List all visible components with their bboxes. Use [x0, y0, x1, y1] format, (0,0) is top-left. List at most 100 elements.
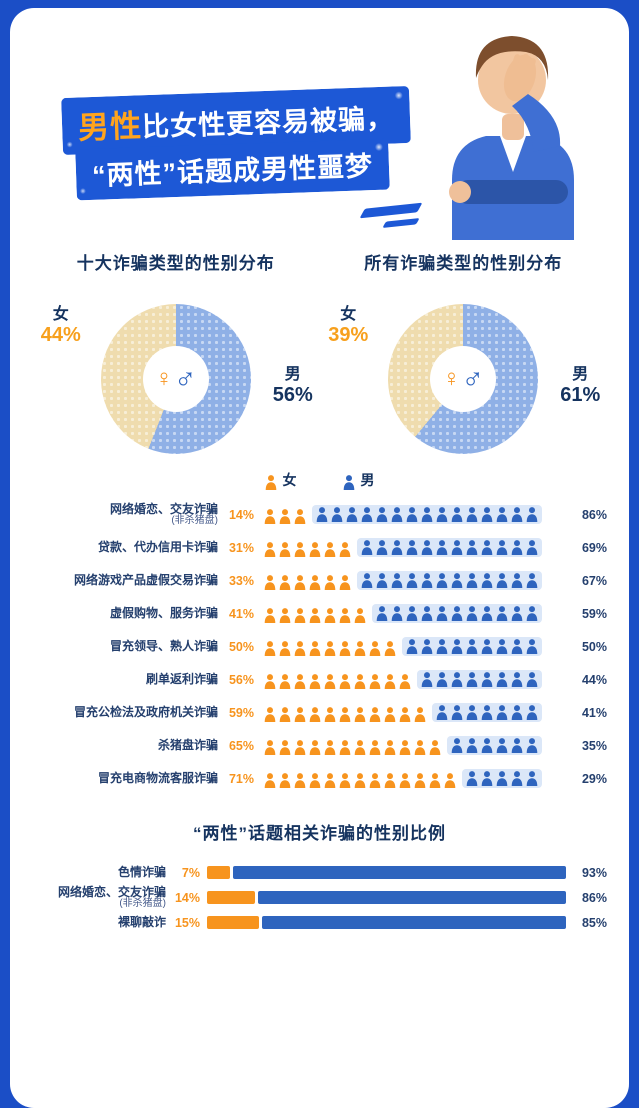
person-icon: [414, 740, 426, 755]
person-icon: [354, 641, 366, 656]
legend-female: 女: [265, 470, 297, 490]
male-pct: 41%: [581, 705, 607, 720]
person-icon: [309, 740, 321, 755]
person-icon: [451, 639, 463, 654]
male-pct: 50%: [581, 639, 607, 654]
person-icon: [294, 608, 306, 623]
row-label: 网络婚恋、交友诈骗 (非杀猪盘): [32, 502, 218, 527]
legend-female-label: 女: [282, 472, 297, 488]
male-pct: 44%: [581, 672, 607, 687]
female-pct: 71%: [228, 771, 254, 786]
female-pct: 41%: [228, 606, 254, 621]
person-icon: [264, 608, 276, 623]
person-icon: [354, 674, 366, 689]
person-icon: [406, 507, 418, 522]
female-pct: 50%: [228, 639, 254, 654]
male-bar: [262, 916, 566, 929]
person-icon: [421, 672, 433, 687]
person-icon: [369, 674, 381, 689]
person-icon: [309, 707, 321, 722]
person-icon: [369, 773, 381, 788]
female-pct: 59%: [228, 705, 254, 720]
person-icon: [406, 540, 418, 555]
person-icon: [264, 773, 276, 788]
male-symbol-icon: ♂: [461, 362, 485, 395]
pictogram-row: 冒充公检法及政府机关诈骗 59% 41%: [32, 696, 607, 729]
person-icon: [466, 573, 478, 588]
person-icon: [526, 771, 538, 786]
person-icon: [384, 773, 396, 788]
legend-male: 男: [343, 470, 375, 490]
person-icon: [466, 672, 478, 687]
person-icon: [331, 507, 343, 522]
male-pct: 69%: [581, 540, 607, 555]
person-icon: [466, 540, 478, 555]
person-icon: [526, 672, 538, 687]
person-icon: [376, 573, 388, 588]
male-pct: 86%: [581, 890, 607, 905]
person-icon: [391, 606, 403, 621]
person-icon: [481, 540, 493, 555]
person-icon: [451, 540, 463, 555]
person-icon: [421, 540, 433, 555]
male-slice-label: 男 56%: [272, 366, 313, 407]
person-icon: [511, 573, 523, 588]
bar-area: [207, 891, 567, 904]
person-icon: [279, 608, 291, 623]
person-icon: [376, 507, 388, 522]
row-label: 裸聊敲诈: [117, 915, 166, 930]
pie-wrap-left: ♀ ♂ 女 44% 男 56%: [41, 304, 313, 454]
person-icon: [294, 509, 306, 524]
person-icon: [324, 674, 336, 689]
person-icon: [496, 507, 508, 522]
person-icon: [406, 606, 418, 621]
pictogram-row: 刷单返利诈骗 56% 44%: [32, 663, 607, 696]
person-icon: [324, 773, 336, 788]
person-icon: [391, 507, 403, 522]
infographic-card: 男性比女性更容易被骗， “两性”话题成男性噩梦: [10, 8, 629, 1108]
pie-column-right: 所有诈骗类型的性别分布 ♀ ♂ 女 39% 男 61%: [320, 249, 608, 454]
person-icon: [361, 573, 373, 588]
person-icon: [309, 575, 321, 590]
person-icon: [481, 705, 493, 720]
female-slice-label: 女 44%: [40, 306, 81, 347]
female-pct: 56%: [228, 672, 254, 687]
person-icon: [466, 639, 478, 654]
person-icon: [309, 542, 321, 557]
person-icon: [496, 540, 508, 555]
pie-wrap-right: ♀ ♂ 女 39% 男 61%: [328, 304, 600, 454]
row-label: 刷单返利诈骗: [145, 672, 218, 687]
person-icon: [481, 606, 493, 621]
row-label: 网络婚恋、交友诈骗 (非杀猪盘): [32, 886, 166, 909]
person-icon: [354, 707, 366, 722]
person-icon: [264, 542, 276, 557]
female-bar: [207, 891, 256, 904]
pictogram-row: 冒充电商物流客服诈骗 71% 29%: [32, 762, 607, 795]
male-icon-group: [402, 637, 542, 656]
person-icon: [466, 738, 478, 753]
pie-section: 十大诈骗类型的性别分布 ♀ ♂ 女 44% 男 56% 所有诈骗类型的性别分布: [32, 249, 607, 454]
male-pct: 85%: [581, 915, 607, 930]
male-icon-group: [357, 538, 542, 557]
person-icon: [354, 773, 366, 788]
icon-strip: [264, 769, 569, 788]
bar-area: [207, 866, 567, 879]
row-label: 冒充领导、熟人诈骗: [109, 639, 218, 654]
person-icon: [466, 507, 478, 522]
legend-male-label: 男: [360, 472, 375, 488]
person-icon: [324, 740, 336, 755]
male-icon-group: [447, 736, 542, 755]
bar-row: 裸聊敲诈 15% 85%: [32, 910, 607, 935]
person-icon: [369, 641, 381, 656]
female-pct: 33%: [228, 573, 254, 588]
person-icon: [496, 738, 508, 753]
person-icon: [264, 707, 276, 722]
bar-row: 色情诈骗 7% 93%: [32, 860, 607, 885]
row-label: 虚假购物、服务诈骗: [109, 606, 218, 621]
person-icon: [339, 674, 351, 689]
person-icon: [414, 707, 426, 722]
person-icon: [384, 707, 396, 722]
person-icon: [279, 740, 291, 755]
person-icon: [481, 738, 493, 753]
pictogram-row: 网络游戏产品虚假交易诈骗 33% 67%: [32, 564, 607, 597]
